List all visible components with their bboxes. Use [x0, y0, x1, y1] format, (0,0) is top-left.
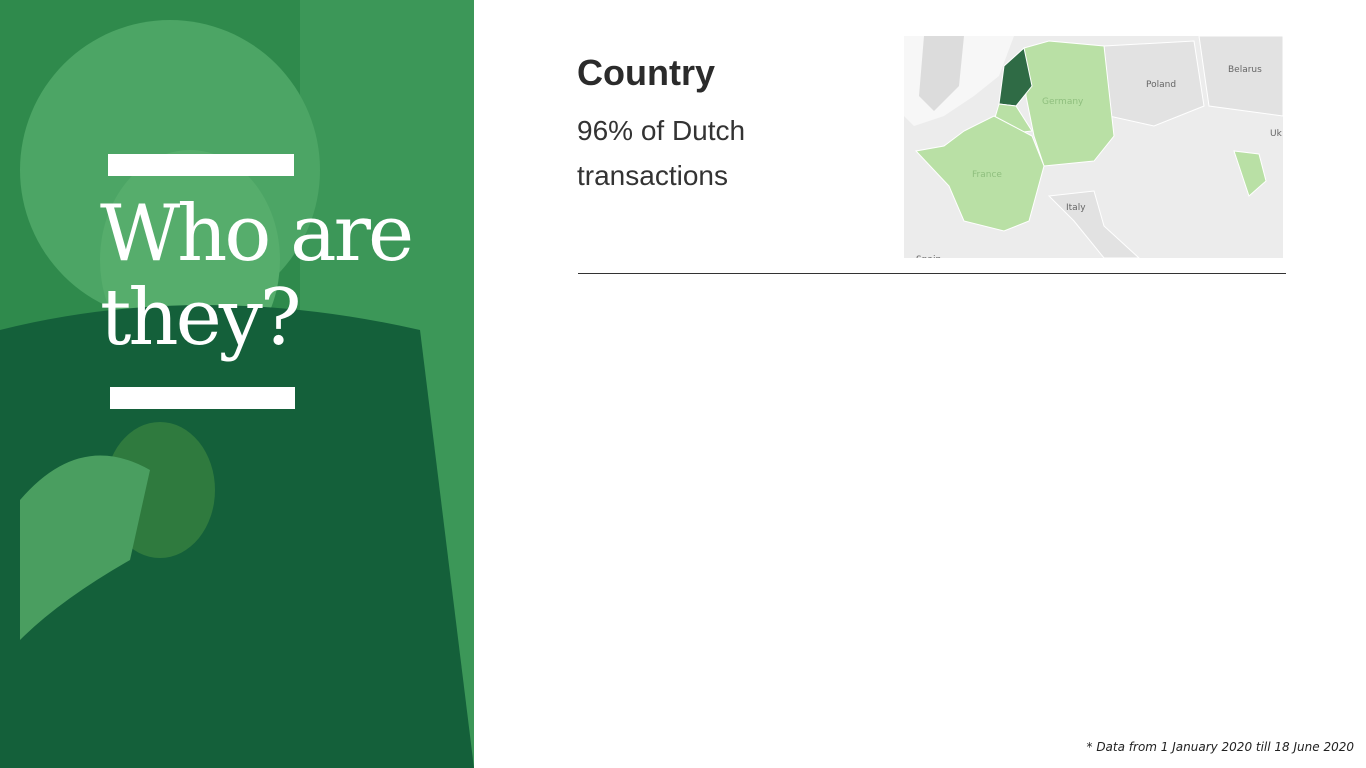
- title-bar-bottom: [110, 387, 295, 409]
- map-label: Germany: [1042, 97, 1084, 107]
- section-heading: Country: [577, 52, 715, 93]
- hero-photo: [0, 0, 474, 768]
- map-moldova: [1233, 150, 1267, 197]
- map-label: France: [972, 170, 1002, 180]
- map-netherlands: [998, 47, 1033, 107]
- map-label: Italy: [1066, 203, 1086, 213]
- country-map: Poland Belarus Germany France Italy Uk S…: [904, 36, 1283, 258]
- map-belarus: [1198, 36, 1283, 117]
- map-label: Poland: [1146, 80, 1176, 90]
- title-bar-top: [108, 154, 294, 176]
- map-label: Spain: [916, 255, 941, 258]
- hero-panel: Who are they?: [0, 0, 474, 768]
- map-label: Uk: [1270, 129, 1283, 139]
- footnote: * Data from 1 January 2020 till 18 June …: [1086, 740, 1355, 754]
- divider: [578, 273, 1286, 274]
- photo-hand: [20, 455, 150, 640]
- map-france: [915, 115, 1045, 232]
- map-label: Belarus: [1228, 65, 1262, 75]
- map-uk: [919, 36, 964, 111]
- photo-hoodie: [0, 305, 474, 768]
- hero-title: Who are they?: [100, 189, 414, 363]
- map-italy: [1047, 190, 1140, 258]
- section-text: 96% of Dutch transactions: [577, 115, 746, 191]
- map-germany: [1023, 40, 1115, 167]
